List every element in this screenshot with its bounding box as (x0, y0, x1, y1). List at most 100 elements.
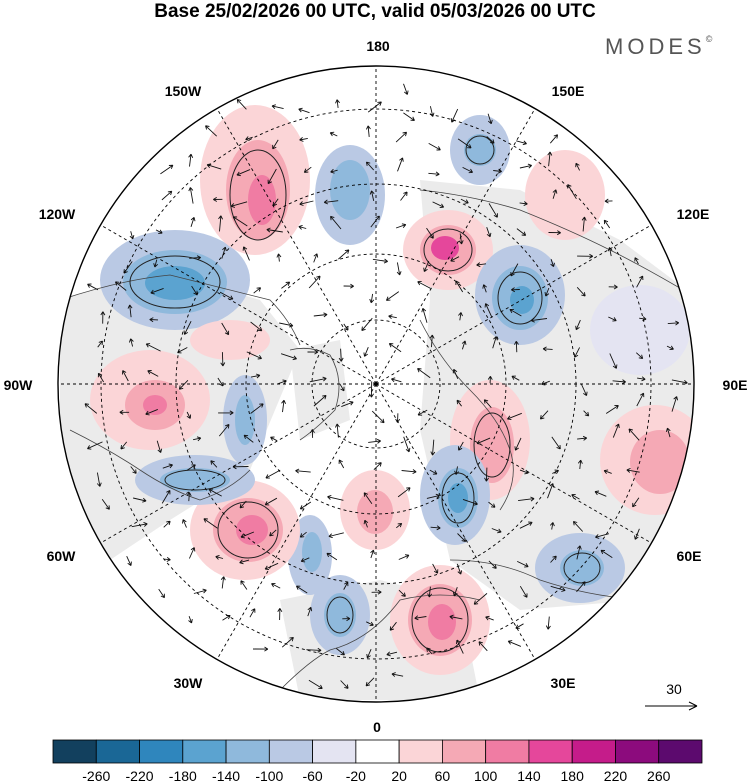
colorbar-tick-label: 140 (517, 768, 541, 783)
wind-arrow (281, 281, 291, 289)
wind-arrow (236, 169, 251, 177)
wind-arrow (189, 255, 201, 261)
colorbar-tick-label: -260 (82, 768, 110, 783)
wind-arrow (161, 490, 171, 504)
wind-arrow (277, 608, 283, 621)
wind-arrow (493, 168, 502, 174)
wind-arrow (576, 581, 586, 593)
wind-arrow (278, 379, 287, 385)
wind-arrow (97, 340, 103, 348)
wind-arrow (484, 467, 489, 482)
wind-arrow (539, 410, 549, 420)
wind-arrow (461, 340, 467, 350)
wind-arrow (369, 190, 375, 201)
wind-arrow (482, 284, 487, 293)
wind-arrow (426, 227, 434, 239)
colorbar-swatch (52, 739, 97, 764)
wind-arrow (370, 215, 380, 228)
wind-arrow (486, 227, 492, 238)
wind-arrow (423, 260, 430, 272)
wind-arrow (549, 134, 559, 144)
wind-arrow (242, 246, 250, 261)
wind-arrow (580, 383, 588, 396)
wind-arrow (396, 262, 402, 276)
wind-arrow (309, 376, 327, 383)
wind-arrow (487, 375, 493, 384)
anomaly-negative (324, 593, 356, 637)
wind-arrow (577, 253, 594, 259)
wind-vectors (84, 83, 688, 689)
wind-arrow (276, 253, 282, 262)
anomaly-positive (143, 395, 167, 415)
wind-arrow (253, 287, 262, 294)
map-border (57, 65, 695, 703)
wind-arrow (272, 139, 279, 150)
wind-arrow (308, 275, 321, 289)
wind-arrow (132, 497, 147, 503)
wind-arrow (509, 308, 522, 317)
wind-arrow (128, 338, 134, 347)
colorbar-tick-label: 180 (561, 768, 585, 783)
wind-arrow (369, 293, 375, 304)
colorbar-swatch (658, 739, 703, 764)
wind-arrow (665, 427, 671, 438)
wind-arrow (265, 469, 281, 479)
wind-arrow (193, 436, 202, 442)
wind-arrow (457, 138, 472, 149)
wind-arrow (271, 582, 281, 589)
wind-arrow (516, 140, 527, 146)
anomaly-positive (428, 604, 456, 640)
wind-arrow (603, 469, 612, 474)
wind-arrow (147, 370, 159, 377)
wind-arrow (576, 286, 586, 297)
wind-arrow (400, 191, 408, 201)
colorbar-tick-label: -60 (302, 768, 322, 783)
wind-arrow (299, 531, 307, 538)
wind-arrow (450, 256, 460, 262)
wind-arrow (550, 259, 555, 268)
wind-arrow (426, 647, 433, 655)
wind-arrow (188, 616, 193, 624)
wind-arrow (473, 593, 488, 605)
wind-arrow (368, 438, 381, 444)
anomaly-negative (464, 134, 496, 166)
wind-arrow (366, 649, 372, 659)
wind-arrow (372, 258, 388, 264)
wind-arrow (339, 383, 345, 392)
wind-arrow (205, 125, 218, 137)
wind-arrow (519, 201, 528, 207)
wind-arrow (122, 370, 129, 382)
colorbar-tick-label: -140 (212, 768, 240, 783)
colorbar-swatch (139, 739, 184, 764)
wind-arrow (186, 411, 192, 419)
wind-arrow (218, 215, 224, 232)
wind-arrow (403, 83, 409, 95)
wind-arrow (363, 519, 369, 528)
wind-arrow (240, 580, 248, 590)
wind-arrow (511, 287, 520, 293)
wind-arrow (541, 380, 550, 386)
wind-arrow (295, 468, 311, 474)
wind-arrow (162, 463, 173, 469)
colorbar: -260 -220 -180 -140 -100 -60 -20 20 60 100 140 180 2… (52, 739, 703, 783)
wind-arrow (270, 436, 278, 442)
wind-arrow (245, 136, 253, 141)
wind-arrow (603, 219, 611, 229)
colorbar-tick-label: -100 (255, 768, 283, 783)
colorbar-tick-label: 260 (647, 768, 671, 783)
wind-arrow (330, 215, 342, 230)
wind-arrow (385, 291, 400, 301)
wind-arrow (485, 615, 494, 621)
wind-arrow (308, 679, 323, 689)
wind-arrow (299, 136, 308, 142)
wind-arrow (548, 230, 561, 236)
wind-arrow (581, 216, 587, 232)
wind-arrow (215, 554, 224, 560)
wind-arrow (458, 312, 463, 321)
wind-arrow (458, 233, 464, 245)
lon-label-150w: 150W (165, 83, 202, 99)
wind-arrow (218, 423, 230, 437)
wind-arrow (519, 163, 533, 169)
wind-arrow (395, 223, 407, 229)
wind-arrow (417, 280, 431, 289)
